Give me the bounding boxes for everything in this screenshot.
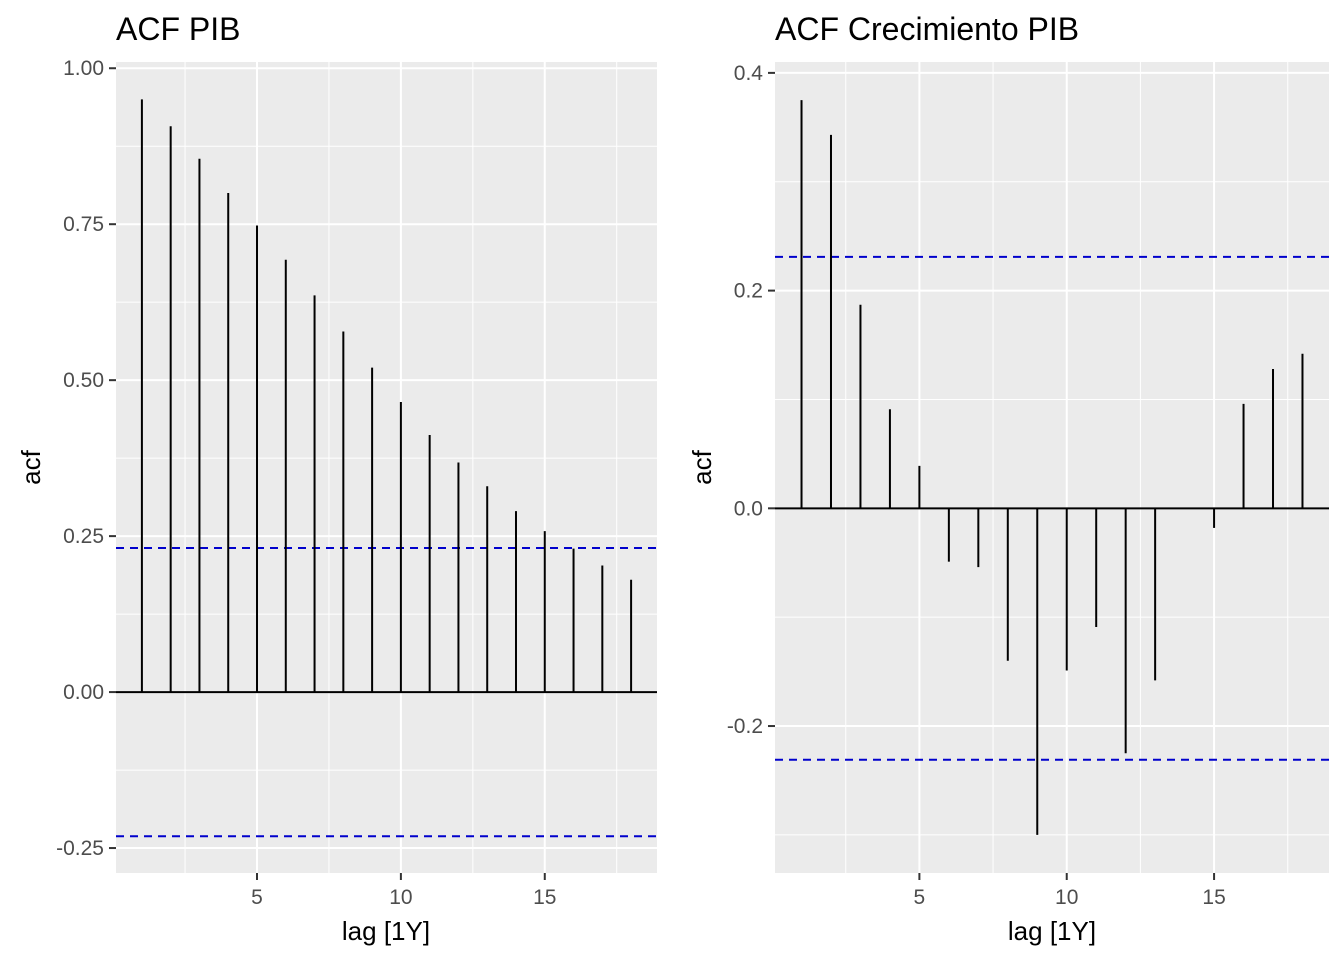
y-tick-label: -0.25 xyxy=(56,837,104,860)
x-tick-label: 5 xyxy=(914,886,926,909)
panel-background xyxy=(116,62,657,873)
x-tick-label: 15 xyxy=(1202,886,1225,909)
y-tick-label: 0.0 xyxy=(734,497,763,520)
y-tick-label: 0.00 xyxy=(63,681,104,704)
y-tick-label: 0.50 xyxy=(63,369,104,392)
acf-panel-1: -0.25 0.00 0.25 0.50 0.75 1.00 5 10 15 ACF PIB lag… xyxy=(16,11,657,946)
chart-title: ACF PIB xyxy=(116,11,240,47)
y-tick-label: 0.25 xyxy=(63,525,104,548)
x-tick-label: 5 xyxy=(251,886,263,909)
y-axis-label: acf xyxy=(16,449,46,484)
y-axis-label: acf xyxy=(687,449,717,484)
chart-title: ACF Crecimiento PIB xyxy=(775,11,1079,47)
x-axis-label: lag [1Y] xyxy=(1008,916,1096,946)
x-tick-label: 15 xyxy=(533,886,556,909)
y-tick-label: 0.75 xyxy=(63,213,104,236)
panel-background xyxy=(775,62,1329,873)
y-tick-label: 0.4 xyxy=(734,62,764,85)
x-axis-label: lag [1Y] xyxy=(342,916,430,946)
x-tick-label: 10 xyxy=(1055,886,1078,909)
y-tick-label: -0.2 xyxy=(727,715,763,738)
x-tick-label: 10 xyxy=(389,886,412,909)
y-tick-label: 0.2 xyxy=(734,280,763,303)
acf-panel-2: -0.2 0.0 0.2 0.4 5 10 15 ACF Crecimiento PIB lag… xyxy=(687,11,1329,946)
y-tick-label: 1.00 xyxy=(63,57,104,80)
